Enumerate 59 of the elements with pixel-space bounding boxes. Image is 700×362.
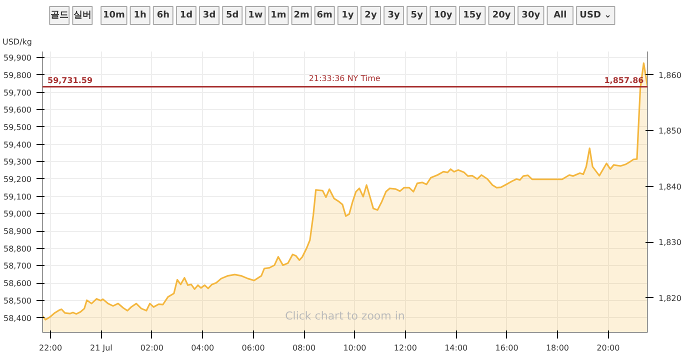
y-tick-label: 59,300 xyxy=(4,158,32,167)
text: 10m xyxy=(102,10,125,20)
y2-tick-label: 1,850 xyxy=(658,126,682,136)
text: 30y xyxy=(522,10,540,20)
y2-tick-label: 1,820 xyxy=(658,294,682,303)
x-tick-label: 04:00 xyxy=(191,344,214,352)
y-tick-label: 58,400 xyxy=(4,314,32,323)
text: 실버 xyxy=(73,10,92,20)
x-tick-label: 16:00 xyxy=(495,344,518,352)
text: 1w xyxy=(248,10,263,20)
x-tick-label: 22:00 xyxy=(39,344,62,352)
x-tick-label: 12:00 xyxy=(394,344,417,352)
y-tick-label: 58,600 xyxy=(4,279,32,288)
text: 1d xyxy=(180,10,193,20)
y2-tick-label: 1,830 xyxy=(658,238,682,248)
x-tick-label: 06:00 xyxy=(242,344,265,352)
text: All xyxy=(554,10,567,20)
text: 3y xyxy=(388,10,400,20)
text: 2y xyxy=(364,10,377,20)
annotation: 21:33:36 NY Time xyxy=(308,74,380,83)
y-tick-label: 58,900 xyxy=(4,227,32,236)
x-tick-label: 21 Jul xyxy=(90,344,112,352)
y-tick-label: 59,000 xyxy=(4,210,32,219)
text: 3d xyxy=(202,10,216,20)
y-tick-label: 58,500 xyxy=(4,296,32,306)
text: 골드 xyxy=(50,10,68,20)
ref-line-label: 59,731.59 xyxy=(48,76,93,85)
y-tick-label: 59,800 xyxy=(4,70,32,80)
y-tick-label: 59,900 xyxy=(4,54,32,63)
text: 5d xyxy=(226,10,239,20)
text: 1m xyxy=(270,10,286,20)
text: 15y xyxy=(463,10,482,20)
text: 1h xyxy=(134,10,146,20)
x-tick-label: 08:00 xyxy=(292,344,316,352)
text: 20y xyxy=(492,10,511,20)
y-tick-label: 59,600 xyxy=(4,106,32,115)
y-tick-label: 58,800 xyxy=(4,244,32,254)
x-tick-label: 18:00 xyxy=(546,344,570,352)
x-tick-label: 14:00 xyxy=(444,344,468,352)
text: USD ⌄ xyxy=(580,10,612,20)
text: 5y xyxy=(410,10,424,20)
y-tick-label: 59,100 xyxy=(4,192,32,202)
x-tick-label: 10:00 xyxy=(343,344,366,352)
y-tick-label: 59,200 xyxy=(4,174,32,184)
text: 2m xyxy=(294,10,310,20)
annotation: Click chart to zoom in xyxy=(285,310,405,322)
x-tick-label: 20:00 xyxy=(596,344,620,352)
y-tick-label: 59,700 xyxy=(4,88,32,98)
text: 6m xyxy=(316,10,332,20)
text: 6h xyxy=(156,10,170,20)
y2-tick-label: 1,840 xyxy=(658,182,682,192)
y-axis-title: USD/kg xyxy=(2,38,32,46)
text: 1y xyxy=(342,10,354,20)
y-tick-label: 58,700 xyxy=(4,262,32,271)
text: 10y xyxy=(434,10,452,20)
y-tick-label: 59,500 xyxy=(4,122,32,132)
x-tick-label: 02:00 xyxy=(140,344,164,352)
y2-tick-label: 1,860 xyxy=(658,70,682,80)
y-tick-label: 59,400 xyxy=(4,140,32,150)
